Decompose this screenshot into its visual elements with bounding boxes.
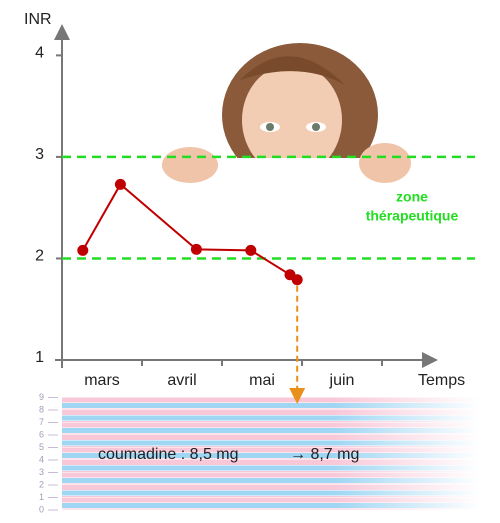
dose-tick-label: 9 bbox=[39, 392, 44, 402]
inr-line bbox=[81, 182, 298, 281]
stripe bbox=[62, 435, 480, 440]
dose-tick-label: 5 bbox=[39, 442, 44, 452]
inr-point bbox=[190, 243, 202, 255]
stripe bbox=[62, 472, 480, 478]
dose-tick-label: 1 bbox=[39, 492, 44, 502]
stripe bbox=[62, 433, 480, 435]
x-tick-label: mai bbox=[249, 372, 275, 389]
stripe bbox=[62, 483, 480, 485]
face-illustration bbox=[160, 43, 420, 190]
dose-tick-label: 4 bbox=[39, 454, 44, 464]
stripe bbox=[62, 415, 480, 421]
stripe bbox=[62, 465, 480, 471]
dose-tick-label: 0 bbox=[39, 504, 44, 514]
stripe bbox=[62, 496, 480, 497]
dose-tick-label: 7 bbox=[39, 417, 44, 427]
dose-stripes bbox=[62, 397, 480, 510]
stripe bbox=[62, 397, 480, 403]
dose-tick-label: 8 bbox=[39, 404, 44, 414]
inr-point bbox=[291, 274, 303, 286]
dose-after: → 8,7 mg bbox=[290, 446, 359, 463]
stripe bbox=[62, 428, 480, 433]
stripe bbox=[62, 447, 480, 453]
zone-label: thérapeutique bbox=[366, 208, 459, 224]
dose-tick-label: 2 bbox=[39, 479, 44, 489]
y-tick-label: 3 bbox=[35, 146, 44, 163]
stripe bbox=[62, 408, 480, 410]
stripe bbox=[62, 460, 480, 465]
dose-tick-label: 3 bbox=[39, 467, 44, 477]
stripe bbox=[62, 403, 480, 408]
inr-point bbox=[114, 178, 126, 190]
x-tick-label: juin bbox=[329, 372, 355, 389]
y-tick-label: 4 bbox=[35, 45, 44, 62]
y-axis-label: INR bbox=[24, 11, 52, 28]
stripe bbox=[62, 503, 480, 508]
stripe bbox=[62, 410, 480, 415]
inr-point bbox=[77, 244, 89, 256]
dose-tick-label: 6 bbox=[39, 429, 44, 439]
inr-point bbox=[245, 244, 257, 256]
x-tick-label: mars bbox=[84, 372, 120, 389]
stripe bbox=[62, 440, 480, 446]
stripe bbox=[62, 453, 480, 458]
y-tick-label: 1 bbox=[35, 349, 44, 366]
stripe bbox=[62, 471, 480, 472]
x-tick-label: avril bbox=[167, 372, 196, 389]
stripe bbox=[62, 490, 480, 496]
dose-before: coumadine : 8,5 mg bbox=[98, 446, 239, 463]
stripe bbox=[62, 422, 480, 428]
stripe bbox=[62, 446, 480, 447]
stripe bbox=[62, 508, 480, 510]
stripe bbox=[62, 485, 480, 490]
stripe bbox=[62, 458, 480, 460]
y-tick-label: 2 bbox=[35, 248, 44, 265]
stripe bbox=[62, 497, 480, 503]
x-axis-label: Temps bbox=[418, 372, 465, 389]
stripe bbox=[62, 421, 480, 422]
stripe bbox=[62, 478, 480, 483]
zone-label: zone bbox=[396, 189, 428, 205]
